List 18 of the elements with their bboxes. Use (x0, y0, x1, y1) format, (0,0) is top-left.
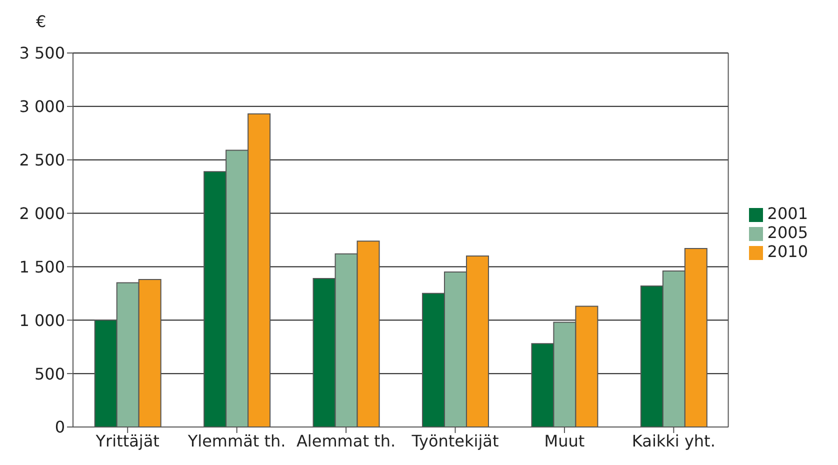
x-tick-label: Muut (544, 431, 585, 450)
x-tick-label: Kaikki yht. (632, 431, 716, 450)
y-tick-label: 3 500 (19, 44, 65, 63)
y-tick-label: 1 000 (19, 310, 65, 330)
y-tick-label: 0 (54, 418, 65, 437)
x-tick-label: Työntekijät (410, 431, 499, 450)
y-tick-label: 500 (34, 364, 65, 384)
y-tick-label: 2 000 (19, 204, 65, 223)
x-tick-label: Yrittäjät (94, 431, 160, 450)
y-tick-label: 1 500 (19, 257, 65, 276)
y-tick-label: 3 000 (19, 97, 65, 116)
y-tick-label: 2 500 (19, 150, 65, 170)
legend-label: 2001 (767, 204, 808, 223)
x-tick-label: Alemmat th. (296, 431, 396, 450)
legend-label: 2005 (767, 223, 808, 242)
x-tick-label: Ylemmät th. (186, 431, 286, 450)
legend-label: 2010 (767, 242, 808, 261)
y-axis-title: € (36, 12, 46, 31)
